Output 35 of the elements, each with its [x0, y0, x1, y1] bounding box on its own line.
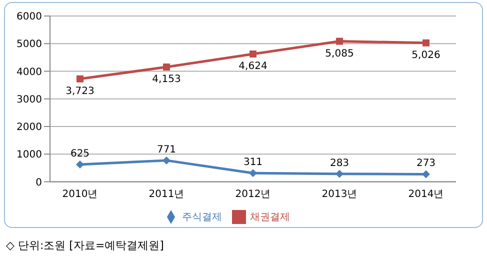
data-label: 4,624	[238, 61, 268, 72]
data-label: 311	[243, 157, 263, 168]
point	[249, 169, 257, 178]
x-tick-label: 2010년	[62, 188, 98, 200]
data-label: 4,153	[152, 74, 181, 86]
text: ◇ 단위:조원 [자료=예탁결제원]	[6, 238, 164, 253]
y-tick-label: 6000	[16, 12, 42, 23]
data-label: 3,723	[66, 86, 94, 97]
point	[336, 170, 344, 178]
legend-label: 주식결제	[182, 212, 222, 223]
y-tick-label: 1000	[16, 150, 42, 161]
y-tick-label: 3000	[16, 94, 42, 106]
y-tick-label: 0	[36, 177, 42, 188]
data-label: 625	[70, 148, 90, 160]
point	[162, 156, 170, 164]
y-tick-label: 5000	[16, 39, 42, 50]
x-tick-label: 2013년	[322, 188, 358, 200]
data-label: 771	[156, 144, 176, 156]
data-label: 5,085	[325, 48, 354, 60]
x-tick-label: 2011년	[148, 188, 184, 200]
data-label: 283	[330, 158, 350, 169]
point	[76, 75, 84, 82]
point	[422, 170, 430, 178]
point	[163, 64, 170, 71]
point	[250, 50, 256, 58]
data-label: 5,026	[412, 50, 440, 61]
x-tick-label: 2012년	[235, 188, 271, 200]
y-tick-label: 2000	[16, 122, 42, 134]
data-label: 273	[416, 158, 436, 170]
point	[422, 39, 430, 46]
legend-label: 채권결제	[250, 212, 290, 223]
point	[76, 160, 84, 168]
x-tick-label: 2014년	[408, 188, 444, 200]
y-tick-label: 4000	[16, 66, 42, 78]
point	[336, 38, 343, 45]
